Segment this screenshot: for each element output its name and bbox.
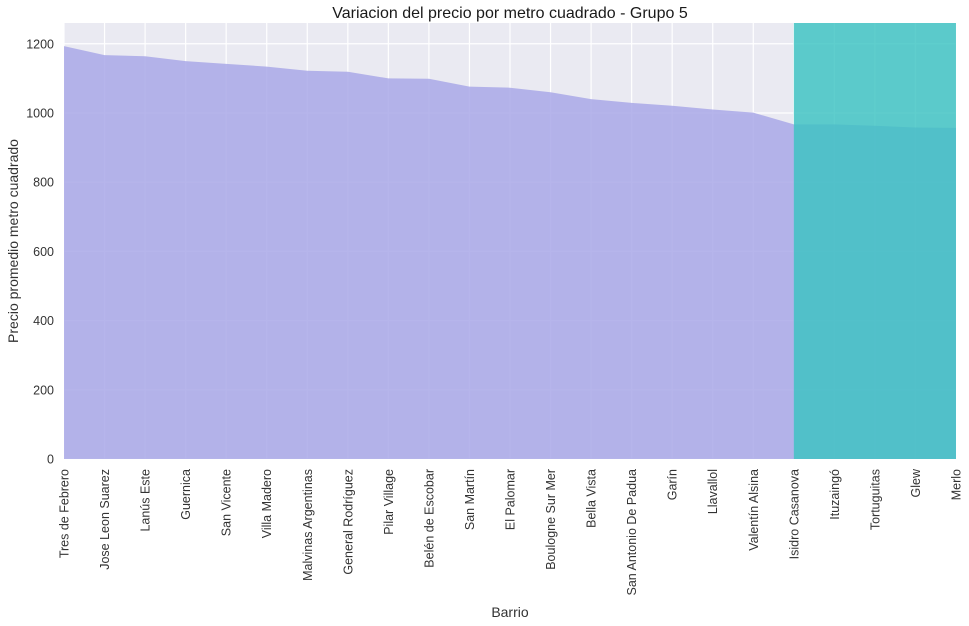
x-tick-label: Boulogne Sur Mer bbox=[544, 469, 558, 570]
x-tick-label: Pilar Village bbox=[382, 469, 396, 535]
x-tick-label: Valentín Alsina bbox=[747, 469, 761, 551]
x-tick-label: General Rodríguez bbox=[341, 469, 355, 575]
y-tick-label: 1000 bbox=[26, 106, 54, 120]
x-tick-label: San Martín bbox=[463, 469, 477, 530]
highlight-band bbox=[793, 23, 956, 459]
y-tick-labels: 0 200 400 600 800 1000 1200 bbox=[26, 37, 54, 466]
y-tick-label: 1200 bbox=[26, 37, 54, 51]
x-tick-label: Llavallol bbox=[706, 469, 720, 514]
x-tick-label: Lanús Este bbox=[139, 469, 153, 532]
y-tick-label: 0 bbox=[47, 453, 54, 467]
x-tick-label: Tortuguitas bbox=[868, 469, 882, 530]
x-tick-label: San Antonio De Padua bbox=[625, 469, 639, 596]
y-tick-label: 600 bbox=[33, 245, 54, 259]
chart-title: Variacion del precio por metro cuadrado … bbox=[332, 5, 688, 22]
y-tick-label: 200 bbox=[33, 383, 54, 397]
y-tick-label: 400 bbox=[33, 314, 54, 328]
x-tick-label: Merlo bbox=[950, 469, 964, 500]
y-axis-label: Precio promedio metro cuadrado bbox=[5, 139, 21, 343]
x-tick-label: El Palomar bbox=[504, 469, 518, 530]
y-tick-label: 800 bbox=[33, 176, 54, 190]
area-series bbox=[64, 46, 956, 459]
x-tick-label: Garín bbox=[666, 469, 680, 500]
x-tick-label: Glew bbox=[909, 468, 923, 497]
x-axis-label: Barrio bbox=[491, 604, 529, 620]
x-tick-label: Malvinas Argentinas bbox=[301, 469, 315, 581]
x-tick-label: Isidro Casanova bbox=[787, 469, 801, 559]
x-tick-label: Ituzaingó bbox=[828, 469, 842, 520]
highlight-region bbox=[793, 23, 956, 459]
x-tick-label: Belén de Escobar bbox=[422, 469, 436, 568]
area-fill bbox=[64, 46, 956, 459]
x-tick-label: Villa Madero bbox=[260, 469, 274, 538]
x-tick-label: Jose Leon Suarez bbox=[98, 469, 112, 570]
x-tick-label: San Vicente bbox=[220, 469, 234, 536]
x-tick-labels: Tres de Febrero Jose Leon Suarez Lanús Est… bbox=[58, 468, 964, 595]
x-tick-label: Guernica bbox=[179, 469, 193, 520]
x-tick-label: Bella Vista bbox=[585, 469, 599, 528]
x-tick-label: Tres de Febrero bbox=[58, 469, 72, 558]
